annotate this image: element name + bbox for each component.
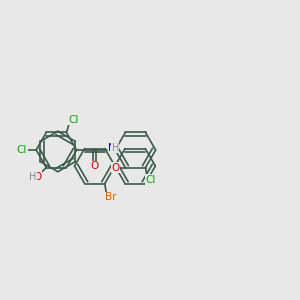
Text: H: H <box>29 172 36 182</box>
Text: O: O <box>90 161 98 171</box>
Text: N: N <box>108 142 116 153</box>
Text: O: O <box>111 163 120 172</box>
Text: Cl: Cl <box>17 145 27 155</box>
Text: O: O <box>33 172 41 182</box>
Text: Cl: Cl <box>146 175 156 185</box>
Text: H: H <box>112 142 119 153</box>
Text: Br: Br <box>105 192 116 202</box>
Text: Cl: Cl <box>68 115 79 125</box>
